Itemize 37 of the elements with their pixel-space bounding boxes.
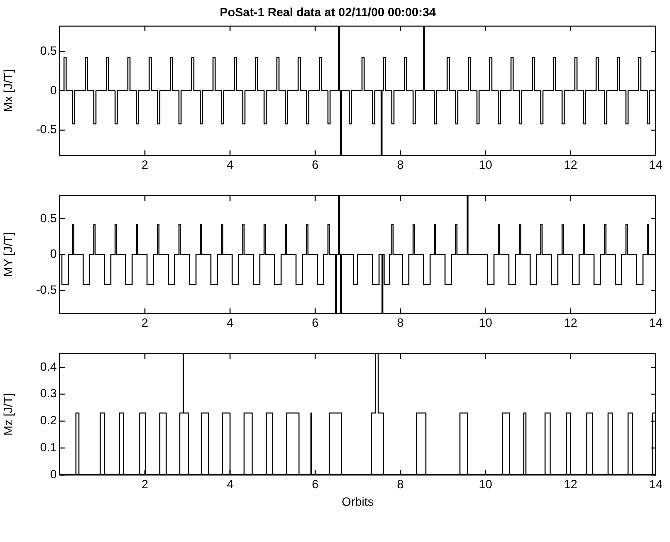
x-tick-label: 10 xyxy=(479,158,493,172)
x-tick-label: 12 xyxy=(564,316,578,330)
y-tick-label: -0.5 xyxy=(36,282,58,297)
x-tick-label: 12 xyxy=(564,158,578,172)
y-tick-label: 0.4 xyxy=(40,360,58,374)
y-tick-label: 0.5 xyxy=(40,211,58,226)
x-tick-label: 10 xyxy=(479,478,493,492)
x-tick-label: 8 xyxy=(397,316,404,330)
chart-title: PoSat-1 Real data at 02/11/00 00:00:34 xyxy=(220,6,436,20)
x-tick-label: 12 xyxy=(564,478,578,492)
y-tick-label: -0.5 xyxy=(36,122,58,137)
y-tick-label: 0 xyxy=(50,468,58,482)
y-axis-title: Mx [J/T] xyxy=(2,70,16,112)
x-tick-label: 14 xyxy=(649,158,663,172)
x-tick-label: 10 xyxy=(479,316,493,330)
x-tick-label: 14 xyxy=(649,316,663,330)
x-tick-label: 2 xyxy=(142,316,149,330)
y-tick-label: 0.3 xyxy=(40,386,58,401)
x-tick-label: 4 xyxy=(226,478,234,492)
x-tick-label: 6 xyxy=(312,158,320,172)
x-tick-label: 2 xyxy=(142,478,149,492)
y-tick-label: 0.1 xyxy=(40,440,58,455)
x-tick-label: 2 xyxy=(142,158,149,172)
x-tick-label: 4 xyxy=(226,158,234,172)
y-axis-title: MY [J/T] xyxy=(2,232,16,278)
x-tick-label: 8 xyxy=(397,158,404,172)
x-tick-label: 4 xyxy=(226,316,234,330)
x-tick-label: 6 xyxy=(312,478,320,492)
x-tick-label: 6 xyxy=(312,316,320,330)
x-axis-title: Orbits xyxy=(342,495,374,510)
y-tick-label: 0.5 xyxy=(40,44,58,58)
y-tick-label: 0 xyxy=(50,83,58,98)
y-tick-label: 0 xyxy=(50,247,58,262)
y-tick-label: 0.2 xyxy=(40,414,58,428)
y-axis-title: Mz [J/T] xyxy=(2,393,16,436)
x-tick-label: 14 xyxy=(649,478,663,492)
x-tick-label: 8 xyxy=(397,478,404,492)
